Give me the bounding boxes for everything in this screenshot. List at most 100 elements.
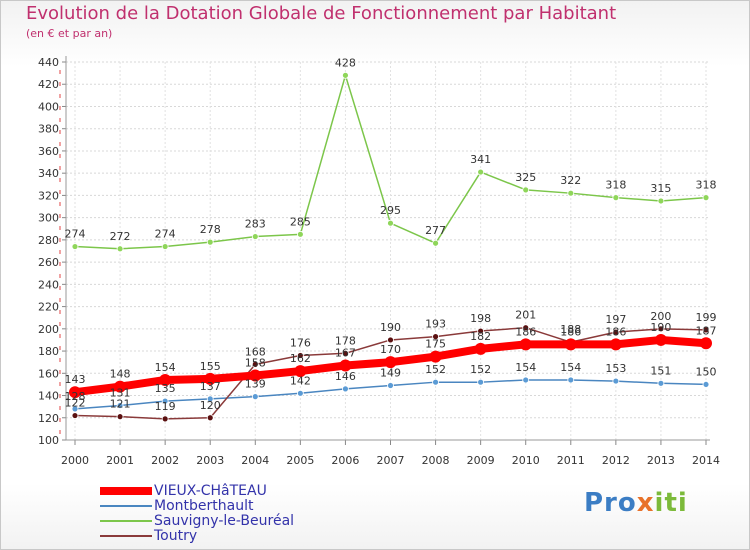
y-tick-label: 280 (38, 234, 59, 247)
series-point-0 (429, 350, 442, 363)
series-point-3 (251, 360, 259, 368)
data-label-2: 274 (155, 228, 176, 241)
line-chart: 100 120 140 160 180 200 220 240 260 280 300 320 340 3… (38, 56, 720, 467)
series-point-3 (702, 326, 710, 334)
series-point-0 (519, 338, 532, 351)
data-label-0: 167 (335, 347, 356, 360)
data-label-2: 274 (65, 228, 86, 241)
data-label-3: 200 (650, 310, 671, 323)
data-label-3: 190 (380, 321, 401, 334)
x-tick-label: 2012 (602, 454, 630, 467)
data-label-3: 188 (560, 323, 581, 336)
y-tick-label: 300 (38, 212, 59, 225)
x-tick-label: 2014 (692, 454, 720, 467)
series-point-0 (339, 359, 352, 372)
data-label-0: 162 (290, 352, 311, 365)
series-point-2 (522, 186, 530, 194)
chart-subtitle: (en € et par an) (26, 27, 113, 40)
y-tick-label: 380 (38, 123, 59, 136)
series-point-2 (702, 194, 710, 202)
y-tick-label: 140 (38, 390, 59, 403)
data-label-1: 154 (560, 361, 581, 374)
legend-label: Toutry (154, 528, 198, 544)
data-label-3: 178 (335, 334, 356, 347)
series-point-0 (159, 373, 172, 386)
y-tick-label: 120 (38, 412, 59, 425)
legend-swatch (100, 520, 152, 522)
x-tick-label: 2000 (61, 454, 89, 467)
data-label-0: 154 (155, 361, 176, 374)
logo-part-x: x (636, 488, 655, 518)
x-tick-label: 2007 (377, 454, 405, 467)
series-point-1 (567, 376, 575, 384)
data-label-0: 143 (65, 373, 86, 386)
data-label-2: 278 (200, 223, 221, 236)
legend-label: Montberthault (154, 498, 254, 514)
series-point-2 (432, 239, 439, 247)
series-point-1 (612, 377, 620, 385)
series-point-0 (654, 333, 667, 346)
chart-title: Evolution de la Dotation Globale de Fonc… (26, 3, 617, 24)
series-point-3 (296, 352, 304, 359)
data-label-2: 283 (245, 218, 266, 231)
legend-swatch (100, 505, 152, 507)
data-label-2: 322 (560, 174, 581, 187)
data-label-3: 119 (155, 400, 176, 413)
data-label-1: 152 (425, 363, 446, 376)
series-point-2 (477, 168, 485, 176)
x-tick-label: 2002 (151, 454, 179, 467)
x-tick-label: 2004 (241, 454, 269, 467)
data-label-2: 285 (290, 215, 311, 228)
data-label-1: 146 (335, 370, 356, 383)
series-point-1 (116, 402, 124, 409)
data-label-3: 121 (110, 398, 131, 411)
logo-part-pro: Pro (584, 488, 637, 518)
data-label-1: 151 (650, 364, 671, 377)
series-point-0 (474, 342, 487, 355)
data-label-1: 137 (200, 380, 221, 393)
data-label-1: 135 (155, 382, 176, 395)
series-point-1 (251, 393, 259, 401)
series-point-3 (116, 413, 124, 421)
data-label-0: 148 (110, 368, 131, 381)
x-tick-label: 2010 (512, 454, 540, 467)
data-label-3: 201 (515, 309, 536, 322)
series-point-0 (700, 337, 712, 350)
y-tick-label: 180 (38, 345, 59, 358)
series-point-0 (384, 356, 397, 369)
data-label-1: 142 (290, 374, 311, 387)
series-point-3 (657, 325, 665, 333)
data-label-1: 131 (110, 387, 131, 400)
data-label-0: 170 (380, 343, 401, 356)
series-point-1 (477, 378, 485, 386)
series-point-0 (294, 365, 307, 378)
series-point-3 (206, 414, 214, 422)
data-label-0: 175 (425, 338, 446, 351)
data-label-2: 428 (335, 56, 356, 69)
data-label-3: 168 (245, 345, 266, 358)
legend: VIEUX-CHâTEAU Montberthault Sauvigny-le-Be… (98, 484, 418, 544)
y-tick-label: 340 (38, 167, 59, 180)
data-labels: 274 272 274 278 283 285 428 295 277 341 325 322 318 3… (65, 56, 717, 413)
series-point-3 (387, 336, 394, 344)
proxiti-logo: Proxiti (584, 488, 688, 518)
legend-item: Sauvigny-le-Beuréal (98, 514, 418, 529)
data-label-2: 318 (605, 179, 626, 192)
x-tick-label: 2005 (286, 454, 314, 467)
series-point-1 (432, 378, 439, 386)
series-point-1 (342, 385, 349, 393)
series-point-2 (116, 245, 124, 253)
x-tick-label: 2013 (647, 454, 675, 467)
series-point-2 (71, 243, 79, 250)
data-label-1: 152 (470, 363, 491, 376)
y-tick-label: 160 (38, 367, 59, 380)
x-tick-label: 2003 (196, 454, 224, 467)
series-point-2 (342, 71, 349, 79)
series-point-2 (567, 189, 575, 197)
data-label-0: 186 (515, 325, 536, 338)
data-label-2: 315 (650, 182, 671, 195)
series-point-3 (342, 349, 349, 357)
data-label-1: 128 (65, 390, 86, 403)
series-point-2 (387, 219, 394, 227)
